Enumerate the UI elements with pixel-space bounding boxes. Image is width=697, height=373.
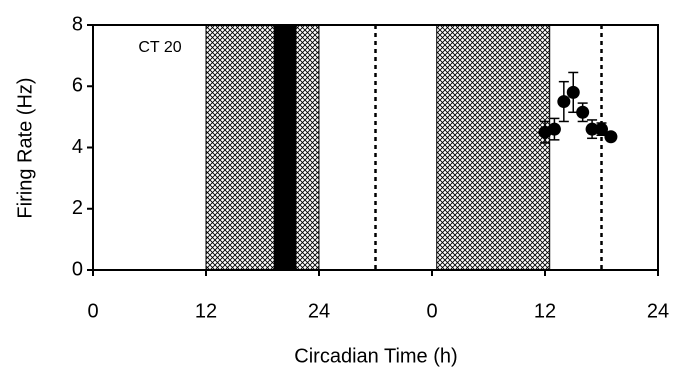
data-point xyxy=(595,122,608,136)
data-point xyxy=(576,105,590,119)
x-tick-label: 0 xyxy=(426,300,437,322)
data-point xyxy=(604,130,618,144)
data-point xyxy=(557,95,571,109)
x-tick-label: 0 xyxy=(87,300,98,322)
annotation: CT 20 xyxy=(138,39,181,56)
x-axis-label: Circadian Time (h) xyxy=(294,345,457,367)
y-tick-label: 2 xyxy=(72,197,83,219)
data-point xyxy=(566,85,580,99)
y-tick-label: 0 xyxy=(72,258,83,280)
y-axis-label: Firing Rate (Hz) xyxy=(14,77,36,218)
x-tick-label: 24 xyxy=(647,300,669,322)
y-tick-label: 6 xyxy=(72,75,83,97)
light-pulse xyxy=(273,25,297,270)
x-tick-label: 24 xyxy=(308,300,330,322)
data-point xyxy=(585,122,599,136)
y-tick-label: 4 xyxy=(72,136,83,158)
x-tick-label: 12 xyxy=(195,300,217,322)
y-tick-label: 8 xyxy=(72,13,83,35)
shaded-region xyxy=(436,24,551,271)
x-tick-label: 12 xyxy=(534,300,556,322)
data-point xyxy=(547,122,561,136)
shaded-region xyxy=(205,24,320,271)
